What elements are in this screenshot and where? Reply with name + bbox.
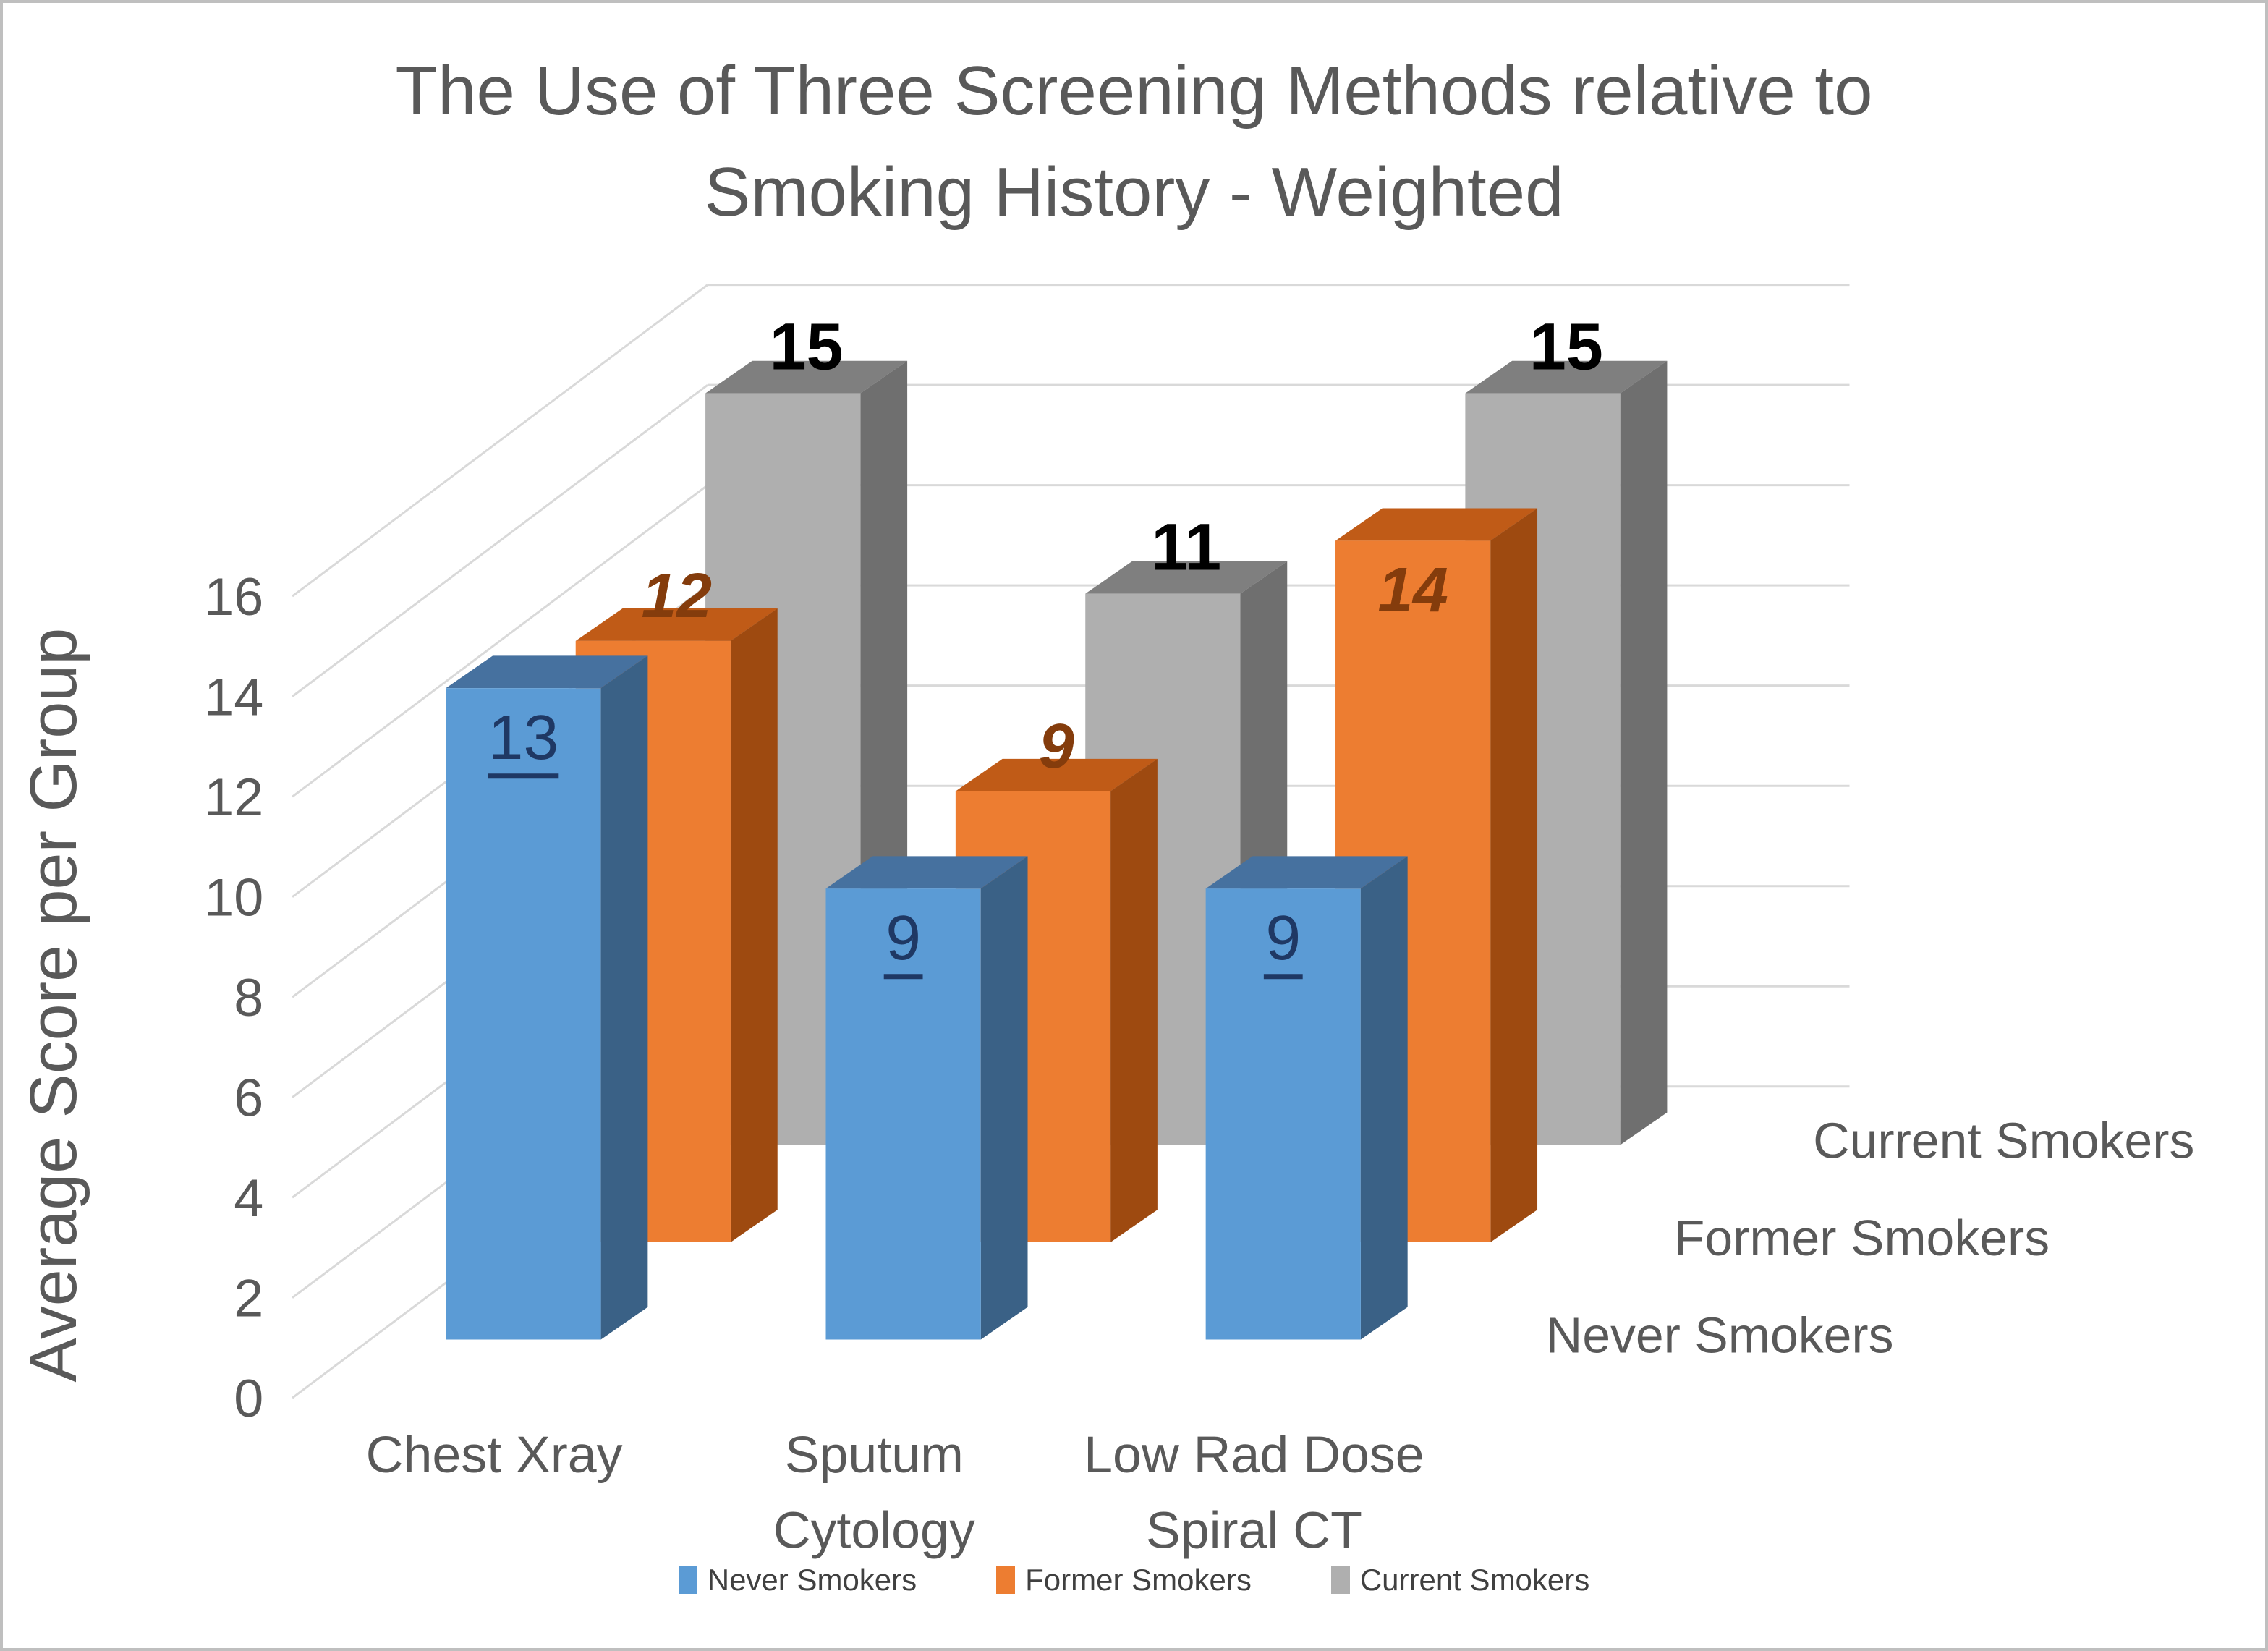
bar-former-smokers-low-rad-dose-spiral-ct-side <box>1490 508 1538 1242</box>
data-label-never-smokers-sputum-cytology: 9 <box>885 902 921 973</box>
bar-former-smokers-sputum-cytology-top <box>955 758 1158 791</box>
x-axis-label-sputum-cytology-line-1: Sputum <box>785 1426 964 1484</box>
legend-item-never-smokers: Never Smokers <box>678 1563 917 1597</box>
y-axis-tick-8: 8 <box>234 967 263 1027</box>
legend-swatch-former-smokers-icon <box>996 1566 1016 1594</box>
data-label-never-smokers-chest-xray: 13 <box>488 702 559 773</box>
data-label-former-smokers-chest-xray: 12 <box>641 560 712 631</box>
y-axis-tick-6: 6 <box>234 1068 263 1128</box>
bar-never-smokers-chest-xray-front <box>446 688 601 1340</box>
chart-title-line-1: The Use of Three Screening Methods relat… <box>395 52 1873 130</box>
data-label-current-smokers-sputum-cytology: 11 <box>1151 511 1221 585</box>
x-axis-label-low-rad-dose-spiral-ct-line-2: Spiral CT <box>1146 1501 1362 1559</box>
y-axis-tick-16: 16 <box>204 566 263 627</box>
x-axis-label-chest-xray-line-1: Chest Xray <box>366 1426 623 1484</box>
depth-axis-label-never-smokers: Never Smokers <box>1546 1307 1894 1363</box>
data-label-current-smokers-chest-xray: 15 <box>770 310 844 384</box>
gridline-wall-left <box>292 284 708 598</box>
bar-current-smokers-low-rad-dose-spiral-ct-top <box>1465 360 1668 394</box>
legend-label-former-smokers: Former Smokers <box>1025 1563 1252 1597</box>
legend-swatch-current-smokers-icon <box>1330 1566 1350 1594</box>
chart-title-line-2: Smoking History - Weighted <box>704 153 1564 231</box>
data-label-current-smokers-low-rad-dose-spiral-ct: 15 <box>1529 310 1603 384</box>
gridline-wall-left <box>292 484 708 798</box>
x-axis-label-low-rad-dose-spiral-ct-line-1: Low Rad Dose <box>1084 1426 1424 1484</box>
bar-former-smokers-chest-xray-top <box>575 608 778 641</box>
chart-title: The Use of Three Screening Methods relat… <box>3 41 2265 243</box>
x-axis-label-sputum-cytology-line-2: Cytology <box>773 1501 975 1559</box>
bar-former-smokers-sputum-cytology-side <box>1110 758 1158 1242</box>
gridline-wall-left <box>292 383 708 697</box>
legend-item-former-smokers: Former Smokers <box>996 1563 1252 1597</box>
legend: Never Smokers Former Smokers Current Smo… <box>3 1563 2265 1597</box>
depth-axis-label-former-smokers: Former Smokers <box>1674 1210 2050 1266</box>
legend-item-current-smokers: Current Smokers <box>1330 1563 1590 1597</box>
y-axis-tick-2: 2 <box>234 1268 263 1328</box>
bar3d-chart: 0 2 4 6 8 10 12 14 16 Average Score per Group 13 9 9… <box>17 284 2194 1559</box>
legend-swatch-never-smokers-icon <box>678 1566 697 1594</box>
bar-never-smokers-chest-xray-top <box>446 655 648 689</box>
data-label-former-smokers-sputum-cytology: 9 <box>1039 710 1074 781</box>
legend-label-current-smokers: Current Smokers <box>1359 1563 1590 1597</box>
bar-never-smokers-sputum-cytology-side <box>980 856 1028 1340</box>
bar-current-smokers-chest-xray-top <box>705 360 908 394</box>
depth-axis-label-current-smokers: Current Smokers <box>1813 1112 2194 1168</box>
bar-never-smokers-sputum-cytology-front <box>825 888 981 1340</box>
bar-never-smokers-low-rad-dose-spiral-ct-top <box>1205 856 1408 889</box>
bar-never-smokers-low-rad-dose-spiral-ct-side <box>1360 856 1408 1340</box>
bar-current-smokers-sputum-cytology-top <box>1085 561 1288 594</box>
data-label-former-smokers-low-rad-dose-spiral-ct: 14 <box>1377 554 1448 625</box>
data-label-never-smokers-low-rad-dose-spiral-ct: 9 <box>1265 902 1301 973</box>
y-axis-tick-14: 14 <box>204 667 263 727</box>
y-axis-tick-10: 10 <box>204 867 263 928</box>
bar-former-smokers-low-rad-dose-spiral-ct-top <box>1335 508 1538 541</box>
y-axis-tick-12: 12 <box>204 767 263 827</box>
bar-former-smokers-chest-xray-side <box>730 608 778 1242</box>
bar-current-smokers-low-rad-dose-spiral-ct-side <box>1620 360 1668 1145</box>
bar-never-smokers-low-rad-dose-spiral-ct-front <box>1205 888 1361 1340</box>
y-axis-tick-0: 0 <box>234 1368 263 1428</box>
y-axis-tick-4: 4 <box>234 1168 263 1228</box>
bar-never-smokers-sputum-cytology-top <box>825 856 1028 889</box>
y-axis-title: Average Score per Group <box>17 628 90 1383</box>
bar-never-smokers-chest-xray-side <box>600 655 648 1340</box>
legend-label-never-smokers: Never Smokers <box>707 1563 917 1597</box>
